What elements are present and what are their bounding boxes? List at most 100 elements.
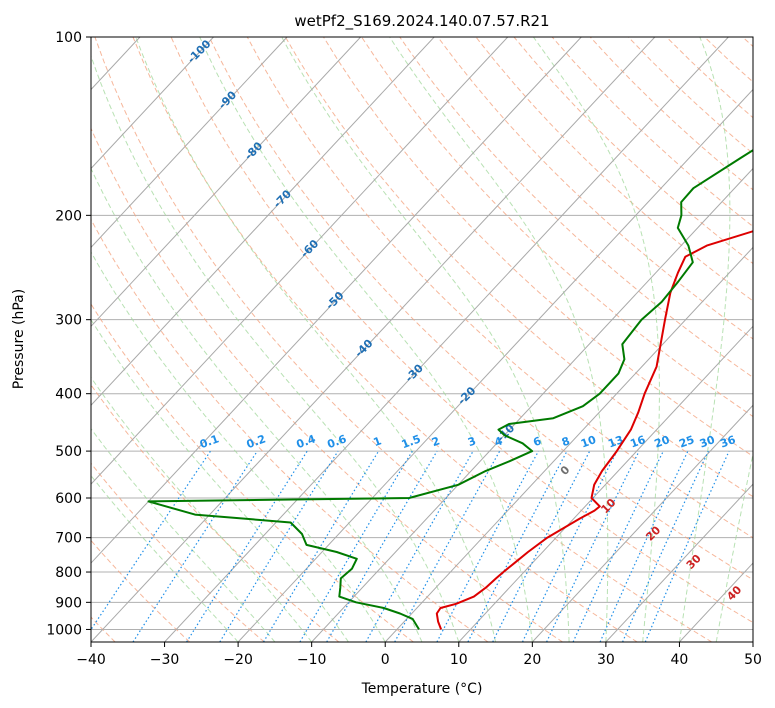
- mixing-ratio-label: 0.2: [245, 432, 268, 451]
- mixing-ratio-line: [644, 450, 730, 642]
- dry-adiabat: [323, 37, 753, 457]
- moist-adiabat: [91, 54, 460, 642]
- dry-adiabat: [91, 218, 489, 642]
- isobar-lines: [91, 37, 753, 630]
- mixing-ratio-label: 2: [430, 434, 442, 449]
- dry-adiabat-labels: -100-90-80-70-60-50-40-30-20-10: [185, 37, 518, 445]
- mixing-ratio-label: 0.4: [295, 432, 318, 451]
- y-tick-label: 200: [55, 208, 82, 224]
- dry-adiabat: [284, 37, 753, 498]
- x-tick-label: −30: [150, 652, 180, 668]
- moist-adiabat: [91, 474, 239, 642]
- mixing-ratio-label: 30: [698, 433, 717, 451]
- y-tick-label: 300: [55, 313, 82, 329]
- mixing-ratio-line: [91, 450, 211, 631]
- x-tick-label: 10: [450, 652, 468, 668]
- moist-adiabat: [532, 37, 660, 642]
- chart-title: wetPf2_S169.2024.140.07.57.R21: [294, 12, 549, 31]
- isotherm-line: [458, 325, 753, 642]
- mixing-ratio-line: [622, 450, 709, 642]
- dry-adiabat-lines: [91, 37, 753, 642]
- mixing-ratio-label: 6: [531, 434, 543, 449]
- isotherm-line: [91, 37, 362, 328]
- moist-adiabat-label: 10: [598, 496, 618, 516]
- x-axis-label: Temperature (°C): [361, 681, 483, 697]
- y-tick-label: 600: [55, 491, 82, 507]
- moist-adiabat: [135, 37, 497, 642]
- mixing-ratio-line: [436, 450, 540, 642]
- x-tick-label: 50: [744, 652, 762, 668]
- x-tick-label: −10: [297, 652, 327, 668]
- dry-adiabat: [399, 37, 753, 379]
- mixing-ratio-line: [572, 450, 664, 642]
- dry-adiabat: [589, 37, 753, 191]
- dry-adiabat: [170, 37, 753, 624]
- y-tick-label: 400: [55, 387, 82, 403]
- x-tick-label: −40: [76, 652, 106, 668]
- dry-adiabat: [246, 37, 753, 539]
- isotherm-line: [237, 88, 753, 642]
- dry-adiabat: [94, 37, 638, 642]
- moist-adiabat: [678, 37, 731, 642]
- dry-adiabat: [437, 37, 753, 340]
- isotherm-line: [164, 37, 729, 642]
- moist-adiabat: [389, 37, 609, 642]
- mixing-ratio-line: [262, 450, 380, 642]
- isotherm-line: [384, 246, 753, 642]
- dry-adiabat: [132, 37, 713, 642]
- dry-adiabat: [742, 37, 753, 48]
- mixing-ratio-line: [394, 450, 501, 642]
- dry-adiabat: [91, 303, 414, 642]
- plot-frame: [90, 36, 754, 643]
- mixing-ratio-line: [521, 450, 618, 642]
- mixing-ratio-label: 25: [677, 433, 696, 450]
- x-axis-ticks: −40 −30 −20 −10 0 10 20 30 40 50: [76, 642, 762, 668]
- dry-adiabat: [208, 37, 753, 581]
- isotherm-line: [679, 562, 753, 642]
- mixing-ratio-line: [365, 450, 474, 642]
- dry-adiabat: [91, 462, 265, 642]
- isotherm-line: [531, 404, 753, 642]
- y-tick-label: 900: [55, 595, 82, 611]
- y-tick-label: 500: [55, 444, 82, 460]
- isotherm-line: [91, 37, 656, 642]
- isotherm-line: [605, 483, 753, 642]
- isotherm-line: [311, 167, 753, 642]
- y-tick-label: 1000: [46, 622, 82, 638]
- isotherm-line: [0, 37, 66, 642]
- x-tick-label: −20: [223, 652, 253, 668]
- y-tick-label: 700: [55, 531, 82, 547]
- dry-adiabat: [91, 539, 191, 642]
- moist-adiabat: [715, 451, 753, 642]
- mixing-ratio-labels: 0.1 0.2 0.4 0.6 1 1.5 2 3 4 6 8 10 13 16 20 25 30 36: [198, 432, 738, 451]
- isotherm-line: [91, 37, 214, 170]
- y-tick-label: 100: [55, 30, 82, 46]
- x-tick-label: 40: [671, 652, 689, 668]
- isotherm-line: [91, 37, 435, 406]
- mixing-ratio-label: 36: [719, 433, 738, 451]
- moist-adiabat: [91, 167, 423, 642]
- moist-adiabat: [91, 427, 276, 642]
- mixing-ratio-label: 0.6: [325, 432, 348, 451]
- mixing-ratio-label: 1.5: [400, 432, 423, 451]
- mixing-ratio-label: 16: [628, 433, 647, 451]
- dewpoint-profile: [147, 148, 753, 630]
- moist-adiabat: [91, 376, 313, 642]
- dry-adiabat: [666, 37, 753, 119]
- mixing-ratio-line: [599, 450, 689, 642]
- x-tick-label: 30: [597, 652, 615, 668]
- dry-adiabat: [704, 37, 753, 83]
- y-axis-label: Pressure (hPa): [11, 289, 27, 389]
- dry-adiabat: [551, 37, 753, 228]
- moist-adiabat: [91, 318, 349, 642]
- sounding-profiles: [147, 148, 753, 630]
- y-axis-ticks: 100 200 300 400 500 600 700 800 900 1000: [46, 30, 91, 638]
- mixing-ratio-label: 10: [579, 433, 598, 451]
- moist-adiabat-label: 40: [724, 583, 744, 603]
- plot-area: -100-90-80-70-60-50-40-30-20-10 0 10 20 30 4…: [0, 37, 753, 642]
- mixing-ratio-line: [186, 450, 308, 642]
- isotherm-line: [91, 37, 288, 249]
- temperature-profile: [435, 230, 753, 630]
